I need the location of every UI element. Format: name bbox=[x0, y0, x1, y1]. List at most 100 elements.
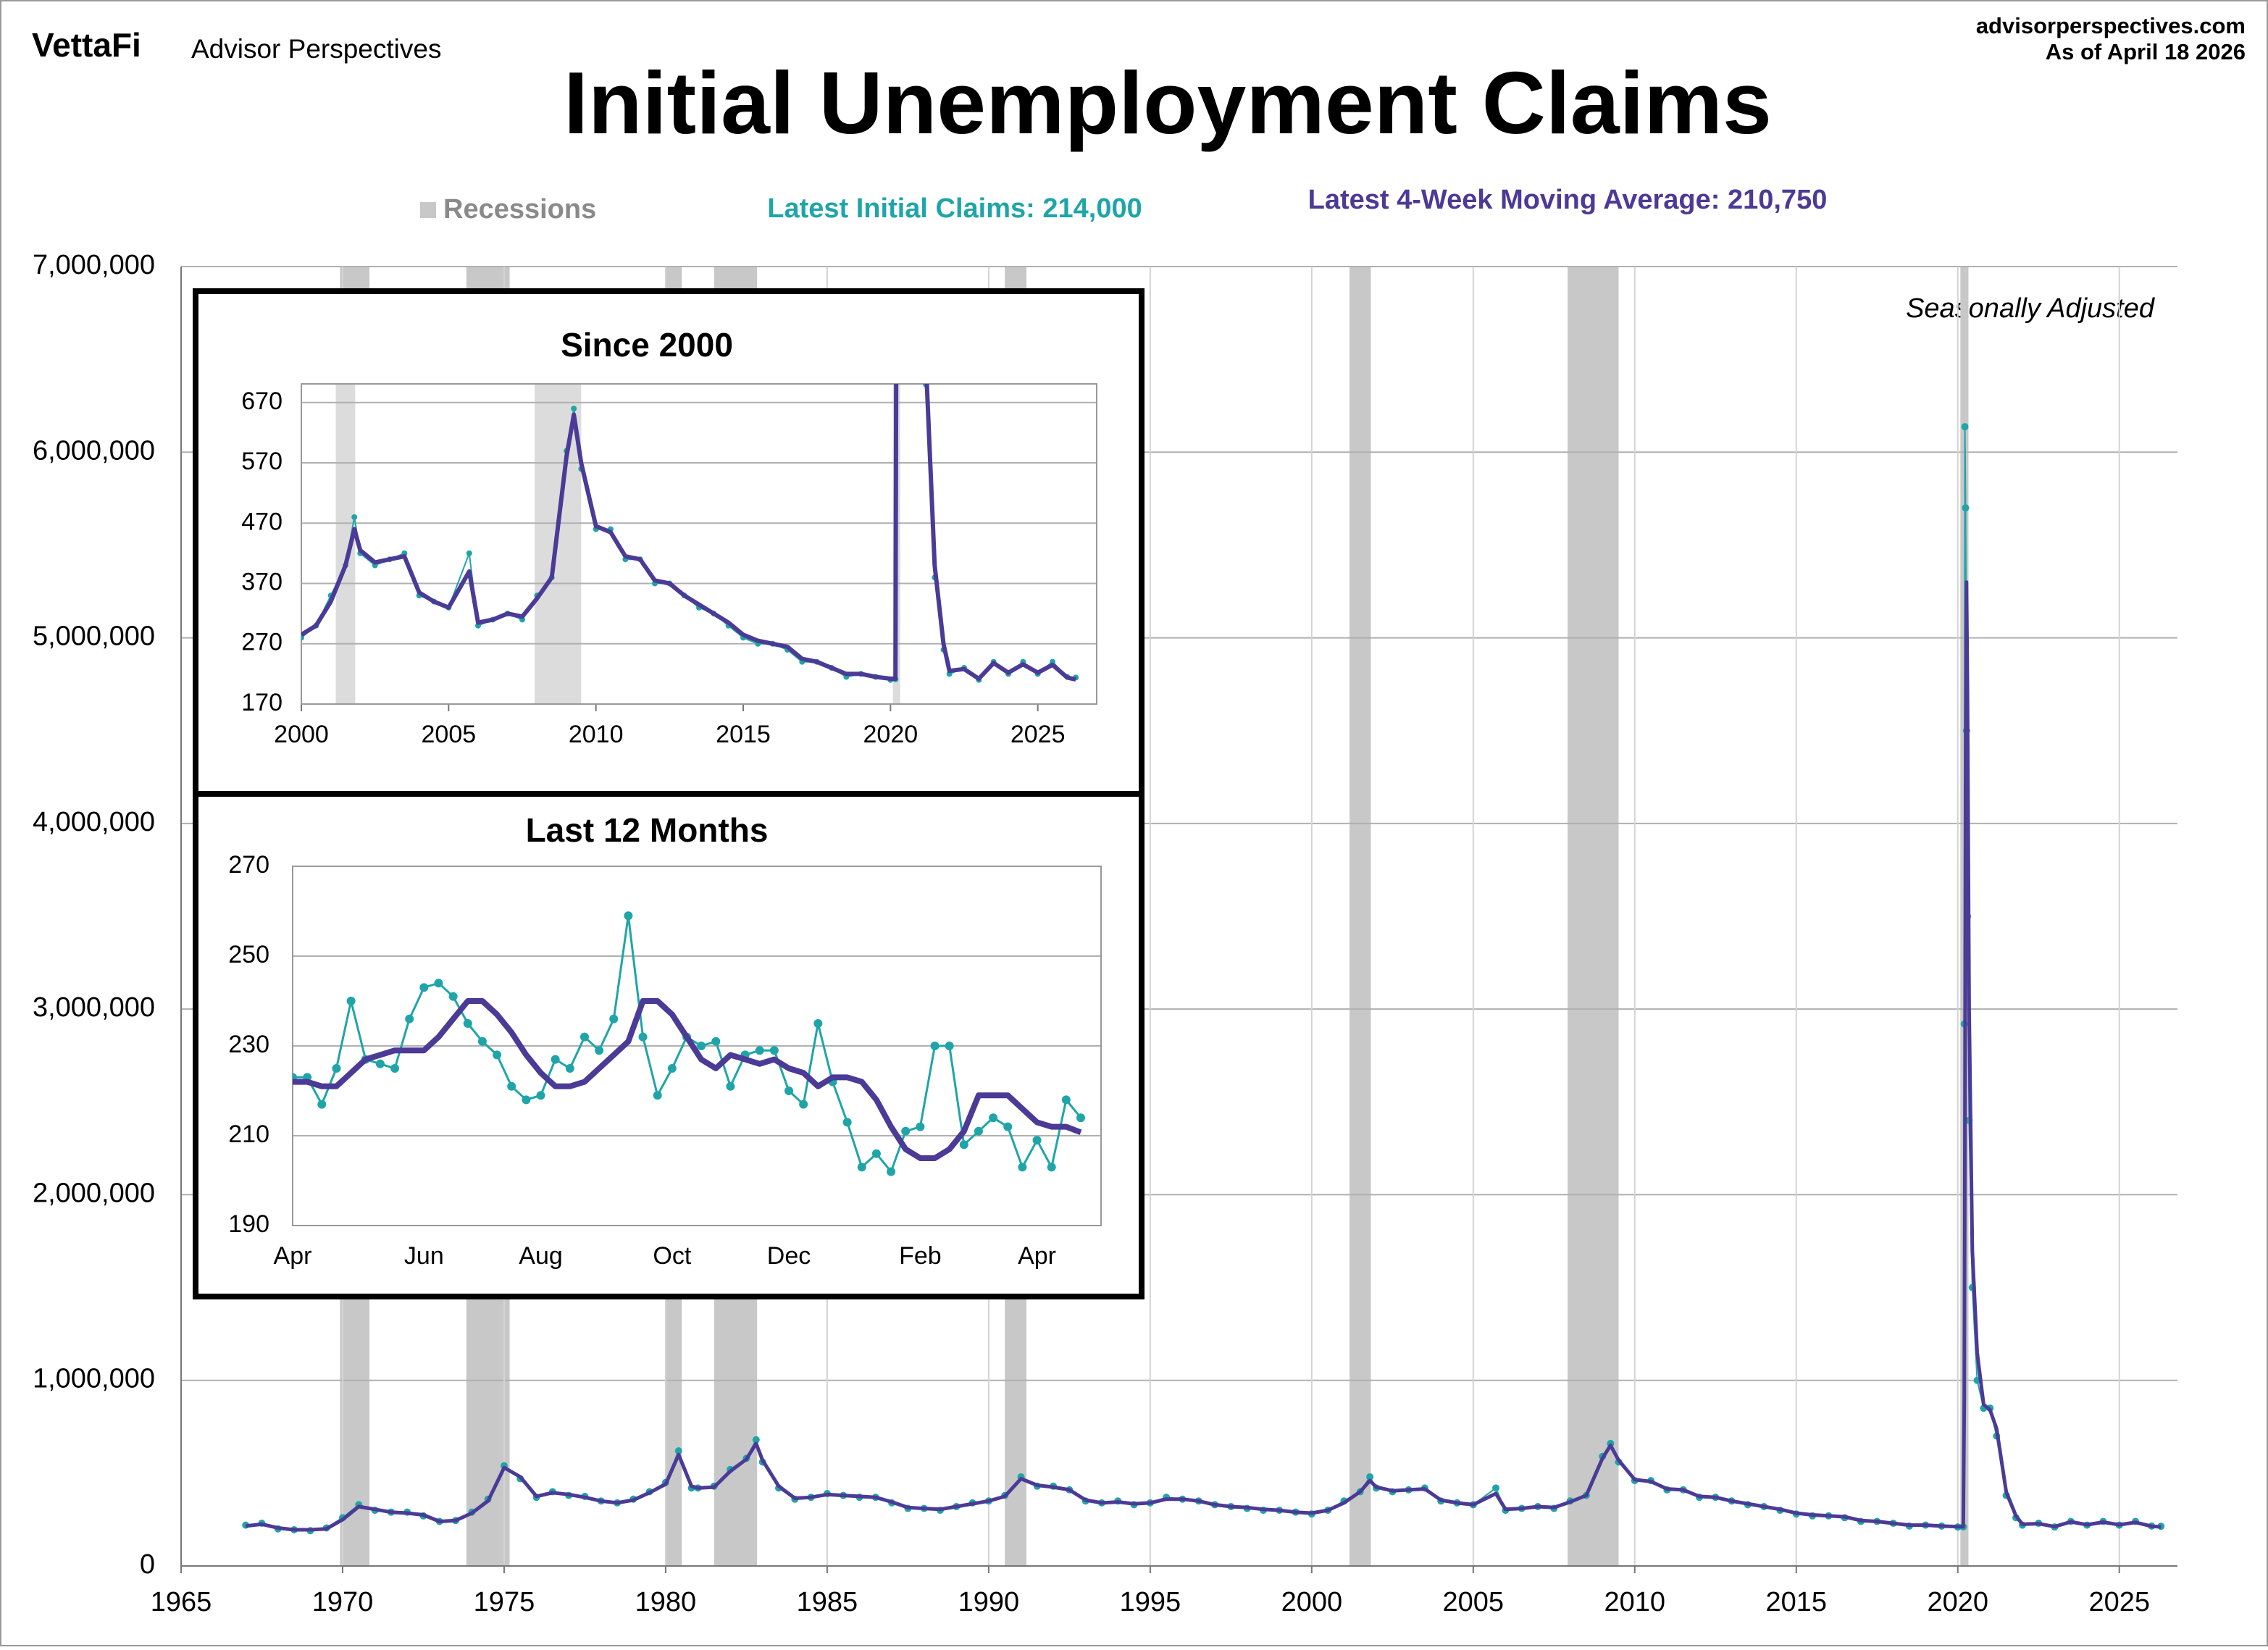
y-tick-label: 470 bbox=[241, 508, 283, 535]
claims-point bbox=[945, 1042, 954, 1050]
claims-point bbox=[653, 1091, 662, 1100]
x-tick-label: 2010 bbox=[1604, 1587, 1666, 1617]
legend-recessions: Recessions bbox=[443, 194, 596, 225]
y-tick-label: 7,000,000 bbox=[33, 250, 155, 280]
y-tick-label: 3,000,000 bbox=[33, 992, 155, 1023]
claims-point bbox=[434, 979, 443, 988]
y-tick-label: 230 bbox=[228, 1031, 269, 1058]
x-tick-label: 2005 bbox=[422, 721, 477, 748]
y-tick-label: 0 bbox=[140, 1549, 155, 1580]
claims-point bbox=[752, 1436, 760, 1444]
y-tick-label: 570 bbox=[241, 448, 283, 475]
claims-point bbox=[536, 1091, 545, 1100]
claims-point bbox=[755, 1046, 764, 1055]
y-tick-label: 270 bbox=[241, 629, 283, 656]
x-tick-label: 2000 bbox=[274, 721, 329, 748]
claims-point bbox=[813, 1019, 823, 1028]
claims-point bbox=[887, 1167, 896, 1176]
claims-point bbox=[346, 997, 356, 1005]
x-tick-label: 1995 bbox=[1120, 1587, 1181, 1617]
claims-point bbox=[1492, 1484, 1500, 1492]
site: advisorperspectives.com bbox=[1976, 13, 2246, 38]
claims-point bbox=[493, 1050, 502, 1060]
claims-point bbox=[317, 1100, 327, 1109]
claims-point bbox=[463, 1019, 472, 1028]
x-tick-label: 2020 bbox=[1927, 1587, 1988, 1617]
claims-point bbox=[571, 406, 577, 412]
claims-point bbox=[799, 1100, 808, 1109]
x-tick-label: 2015 bbox=[716, 721, 771, 748]
claims-point bbox=[579, 1032, 589, 1042]
claims-point bbox=[609, 1014, 619, 1023]
as-of-date: As of April 18 2026 bbox=[2046, 39, 2246, 64]
x-tick-label: 2000 bbox=[1281, 1587, 1343, 1617]
x-tick-label: 1990 bbox=[958, 1587, 1020, 1617]
recession-band bbox=[1568, 267, 1619, 1566]
claims-point bbox=[784, 1086, 794, 1095]
x-tick-label: 2015 bbox=[1766, 1587, 1828, 1617]
x-tick-label: Apr bbox=[1018, 1242, 1056, 1270]
claims-point bbox=[1003, 1122, 1013, 1131]
claims-point bbox=[871, 1149, 881, 1158]
y-tick-label: 5,000,000 bbox=[33, 621, 155, 652]
claims-point bbox=[405, 1014, 414, 1023]
brand: Advisor Perspectives bbox=[191, 34, 441, 64]
y-tick-label: 370 bbox=[241, 569, 283, 596]
y-tick-label: 270 bbox=[228, 851, 269, 879]
claims-point bbox=[390, 1064, 400, 1073]
claims-point bbox=[674, 1447, 682, 1455]
claims-point bbox=[697, 1042, 706, 1050]
x-tick-label: 1985 bbox=[797, 1587, 858, 1617]
claims-point bbox=[638, 1032, 648, 1042]
claims-point bbox=[419, 983, 429, 992]
chart-title: Initial Unemployment Claims bbox=[564, 54, 1772, 152]
plot-frame bbox=[292, 866, 1102, 1226]
claims-point bbox=[959, 1140, 968, 1149]
claims-point bbox=[667, 1064, 677, 1073]
annotation: Seasonally Adjusted bbox=[1906, 293, 2156, 324]
claims-point bbox=[989, 1113, 998, 1123]
claims-point bbox=[507, 1081, 516, 1091]
x-tick-label: Aug bbox=[519, 1242, 563, 1270]
claims-point bbox=[595, 1046, 604, 1055]
claims-point bbox=[301, 635, 304, 641]
y-tick-label: 4,000,000 bbox=[33, 807, 155, 837]
y-tick-label: 190 bbox=[228, 1210, 269, 1238]
claims-point bbox=[857, 1163, 866, 1172]
claims-point bbox=[551, 1055, 560, 1064]
x-tick-label: Dec bbox=[767, 1242, 811, 1270]
claims-point bbox=[1047, 1163, 1056, 1172]
claims-point bbox=[624, 911, 633, 921]
claims-point bbox=[769, 1046, 779, 1055]
claims-point bbox=[332, 1064, 341, 1073]
y-tick-label: 1,000,000 bbox=[33, 1364, 155, 1394]
claims-point bbox=[1076, 1113, 1085, 1123]
y-tick-label: 670 bbox=[241, 388, 283, 415]
claims-point bbox=[522, 1095, 531, 1105]
moving-average-line bbox=[245, 580, 2162, 1532]
claims-point bbox=[842, 1118, 852, 1127]
recession-band bbox=[1349, 267, 1371, 1566]
y-tick-label: 6,000,000 bbox=[33, 435, 155, 466]
plot-frame bbox=[301, 383, 1097, 705]
claims-point bbox=[448, 992, 458, 1001]
x-tick-label: Oct bbox=[653, 1242, 691, 1270]
claims-point bbox=[1061, 1095, 1071, 1105]
claims-point bbox=[916, 1122, 925, 1131]
y-tick-label: 250 bbox=[228, 941, 269, 968]
moving-average-line bbox=[293, 998, 1082, 1161]
x-tick-label: Jun bbox=[404, 1242, 444, 1270]
x-tick-label: 1970 bbox=[312, 1587, 374, 1617]
legend-entry: Latest Initial Claims: 214,000 bbox=[767, 193, 1142, 224]
x-tick-label: 1980 bbox=[635, 1587, 697, 1617]
claims-point bbox=[351, 514, 358, 520]
claims-point bbox=[1366, 1473, 1374, 1481]
legend-entry: Latest 4-Week Moving Average: 210,750 bbox=[1308, 185, 1828, 215]
y-tick-label: 210 bbox=[228, 1121, 269, 1148]
inset-title: Since 2000 bbox=[561, 326, 733, 364]
moving-average-line bbox=[301, 384, 1076, 682]
claims-point bbox=[1018, 1163, 1027, 1172]
x-tick-label: Apr bbox=[274, 1242, 312, 1270]
x-tick-label: 2025 bbox=[1010, 721, 1066, 748]
